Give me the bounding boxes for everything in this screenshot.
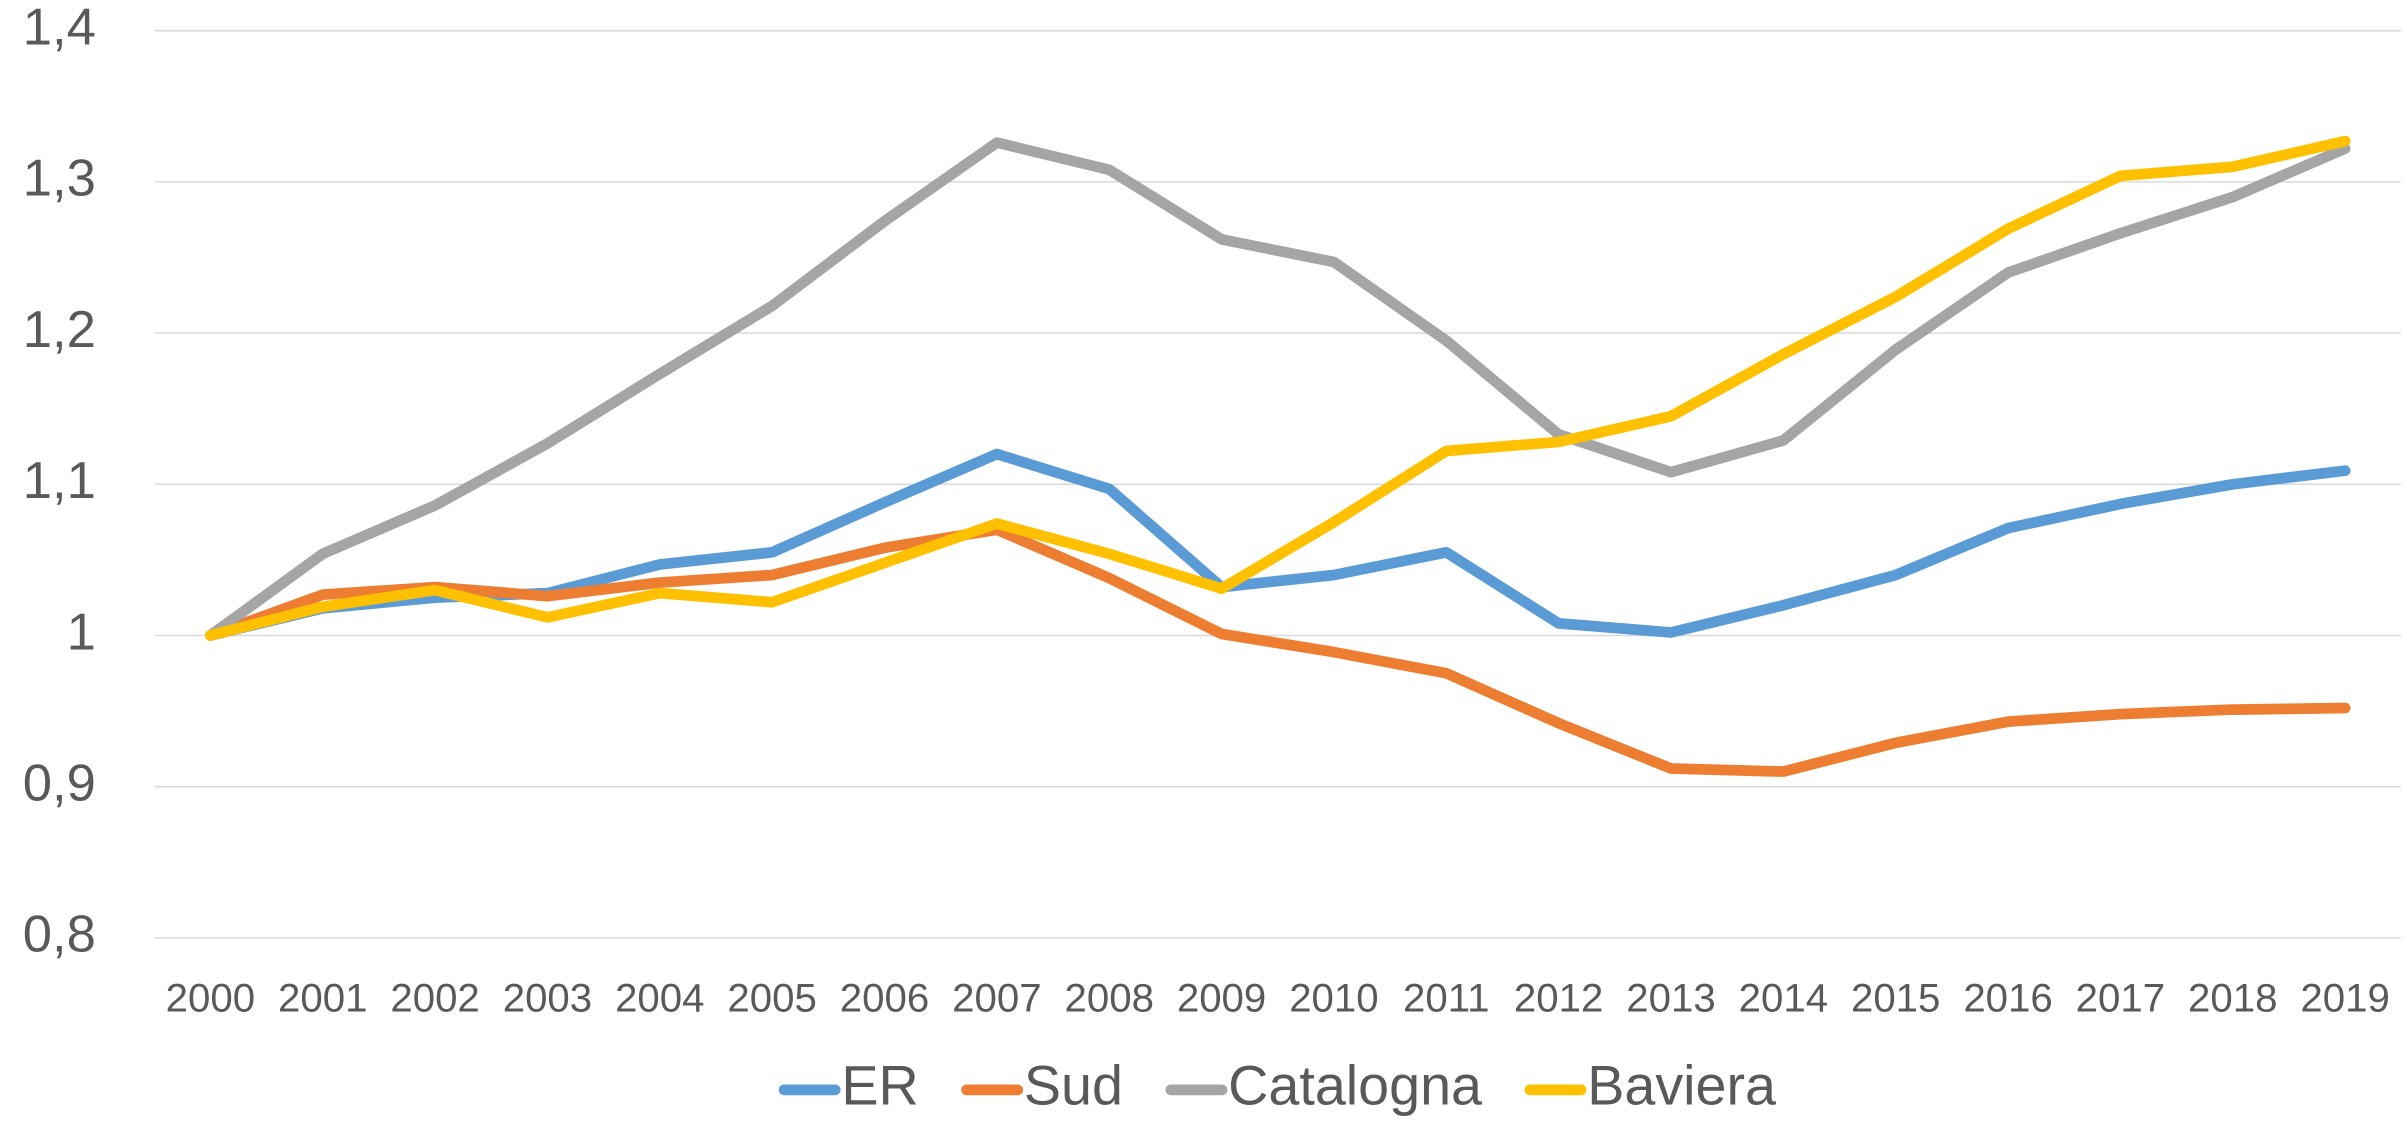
x-tick-label: 2004	[615, 976, 704, 1020]
x-tick-label: 2017	[2076, 976, 2165, 1020]
y-tick-label: 1,3	[23, 150, 96, 208]
x-tick-label: 2013	[1626, 976, 1715, 1020]
x-tick-label: 2018	[2188, 976, 2277, 1020]
series-line	[204, 448, 2351, 641]
x-tick-label: 2006	[840, 976, 929, 1020]
x-tick-label: 2001	[278, 976, 367, 1020]
legend-label: Sud	[1024, 1055, 1123, 1117]
series-line	[204, 524, 2351, 777]
y-tick-label: 1,1	[23, 452, 96, 510]
legend-label: ER	[841, 1055, 918, 1117]
y-tick-label: 1	[67, 603, 96, 661]
x-tick-label: 2007	[952, 976, 1041, 1020]
legend-label: Baviera	[1587, 1055, 1776, 1117]
x-tick-label: 2012	[1514, 976, 1603, 1020]
x-tick-label: 2002	[390, 976, 479, 1020]
y-tick-label: 0,8	[23, 906, 96, 964]
x-tick-label: 2008	[1065, 976, 1154, 1020]
y-tick-label: 0,9	[23, 755, 96, 813]
x-tick-label: 2003	[503, 976, 592, 1020]
x-tick-label: 2011	[1403, 976, 1489, 1020]
y-tick-label: 1,4	[23, 0, 96, 56]
x-tick-label: 2009	[1177, 976, 1266, 1020]
y-tick-label: 1,2	[23, 301, 96, 359]
x-tick-label: 2016	[1963, 976, 2052, 1020]
x-tick-label: 2014	[1739, 976, 1828, 1020]
x-tick-label: 2000	[166, 976, 255, 1020]
series-line	[204, 137, 2351, 641]
legend-label: Catalogna	[1228, 1055, 1482, 1117]
x-tick-label: 2015	[1851, 976, 1940, 1020]
x-tick-label: 2010	[1289, 976, 1378, 1020]
series-line	[204, 135, 2351, 641]
x-tick-label: 2019	[2300, 976, 2389, 1020]
x-tick-label: 2005	[727, 976, 816, 1020]
